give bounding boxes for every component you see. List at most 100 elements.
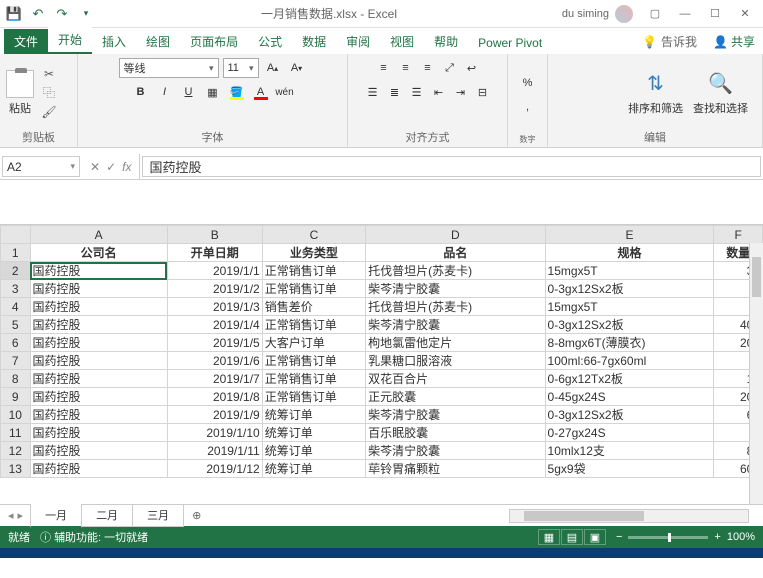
zoom-slider[interactable] — [628, 536, 708, 539]
column-header[interactable]: B — [167, 226, 262, 244]
cell[interactable]: 国药控股 — [30, 262, 167, 280]
cell[interactable]: 国药控股 — [30, 460, 167, 478]
fill-color-button[interactable]: 🪣 — [227, 82, 247, 102]
cell[interactable]: 2019/1/3 — [167, 298, 262, 316]
row-header[interactable]: 11 — [1, 424, 31, 442]
minimize-icon[interactable]: — — [671, 4, 699, 24]
vertical-scrollbar[interactable] — [749, 243, 763, 504]
column-header[interactable]: F — [714, 226, 763, 244]
cell[interactable]: 0-3gx12Sx2板 — [545, 406, 714, 424]
row-header[interactable]: 4 — [1, 298, 31, 316]
decrease-font-icon[interactable]: A▾ — [287, 58, 307, 78]
undo-icon[interactable]: ↶ — [28, 4, 48, 24]
header-cell[interactable]: 规格 — [545, 244, 714, 262]
font-color-button[interactable]: A — [251, 82, 271, 102]
tab-数据[interactable]: 数据 — [292, 29, 336, 54]
cell[interactable]: 大客户订单 — [262, 334, 365, 352]
border-button[interactable]: ▦ — [203, 82, 223, 102]
tab-绘图[interactable]: 绘图 — [136, 29, 180, 54]
cell[interactable]: 8-8mgx6T(薄膜衣) — [545, 334, 714, 352]
cell[interactable]: 0-45gx24S — [545, 388, 714, 406]
font-size-combobox[interactable]: 11▾ — [223, 58, 259, 78]
qat-dropdown-icon[interactable]: ▾ — [76, 4, 96, 24]
tab-插入[interactable]: 插入 — [92, 29, 136, 54]
cell[interactable]: 正常销售订单 — [262, 280, 365, 298]
increase-font-icon[interactable]: A▴ — [263, 58, 283, 78]
cell[interactable]: 2019/1/10 — [167, 424, 262, 442]
horizontal-scrollbar[interactable] — [509, 509, 749, 523]
cell[interactable]: 国药控股 — [30, 298, 167, 316]
add-sheet-icon[interactable]: ⊕ — [184, 509, 209, 522]
close-icon[interactable]: ✕ — [731, 4, 759, 24]
column-header[interactable]: E — [545, 226, 714, 244]
cell[interactable]: 2019/1/9 — [167, 406, 262, 424]
header-cell[interactable]: 开单日期 — [167, 244, 262, 262]
align-right-icon[interactable]: ☰ — [407, 82, 427, 102]
formula-input[interactable]: 国药控股 — [142, 156, 761, 177]
cell[interactable]: 销售差价 — [262, 298, 365, 316]
tab-file[interactable]: 文件 — [4, 29, 48, 54]
column-header[interactable]: C — [262, 226, 365, 244]
header-cell[interactable]: 业务类型 — [262, 244, 365, 262]
paste-button[interactable]: 粘贴 — [6, 70, 34, 116]
tab-页面布局[interactable]: 页面布局 — [180, 29, 248, 54]
format-painter-icon[interactable]: 🖌 — [40, 104, 58, 119]
sheet-tab[interactable]: 三月 — [132, 504, 184, 527]
tell-me[interactable]: 💡 告诉我 — [634, 29, 705, 54]
cell[interactable]: 国药控股 — [30, 424, 167, 442]
sheet-nav-next-icon[interactable]: ▸ — [18, 509, 24, 522]
sheet-tab[interactable]: 一月 — [30, 504, 82, 528]
row-header[interactable]: 9 — [1, 388, 31, 406]
number-format-icon[interactable]: % — [518, 73, 538, 93]
cell[interactable]: 2019/1/4 — [167, 316, 262, 334]
cell[interactable]: 0-3gx12Sx2板 — [545, 316, 714, 334]
cell[interactable]: 托伐普坦片(苏麦卡) — [366, 262, 545, 280]
align-left-icon[interactable]: ☰ — [363, 82, 383, 102]
sort-filter-button[interactable]: ⇅ 排序和筛选 — [628, 70, 683, 116]
cell[interactable]: 0-27gx24S — [545, 424, 714, 442]
save-icon[interactable]: 💾 — [4, 4, 24, 24]
name-box[interactable]: A2▾ — [2, 156, 80, 177]
bold-button[interactable]: B — [131, 82, 151, 102]
cell[interactable]: 双花百合片 — [366, 370, 545, 388]
indent-decrease-icon[interactable]: ⇤ — [429, 82, 449, 102]
page-break-view-icon[interactable]: ▣ — [584, 529, 606, 545]
cell[interactable]: 柴芩清宁胶囊 — [366, 406, 545, 424]
cell[interactable]: 统筹订单 — [262, 406, 365, 424]
row-header[interactable]: 1 — [1, 244, 31, 262]
cell[interactable]: 托伐普坦片(苏麦卡) — [366, 298, 545, 316]
cell[interactable]: 2019/1/6 — [167, 352, 262, 370]
cell[interactable]: 枸地氯雷他定片 — [366, 334, 545, 352]
phonetic-button[interactable]: wén — [275, 82, 295, 102]
cell[interactable]: 2019/1/11 — [167, 442, 262, 460]
accessibility-status[interactable]: ⓘ 辅助功能: 一切就绪 — [40, 529, 148, 545]
tab-审阅[interactable]: 审阅 — [336, 29, 380, 54]
column-header[interactable]: A — [30, 226, 167, 244]
tab-公式[interactable]: 公式 — [248, 29, 292, 54]
row-header[interactable]: 10 — [1, 406, 31, 424]
cell[interactable]: 2019/1/5 — [167, 334, 262, 352]
header-cell[interactable]: 品名 — [366, 244, 545, 262]
cell[interactable]: 乳果糖口服溶液 — [366, 352, 545, 370]
cell[interactable]: 柴芩清宁胶囊 — [366, 280, 545, 298]
italic-button[interactable]: I — [155, 82, 175, 102]
ribbon-options-icon[interactable]: ▢ — [641, 4, 669, 24]
underline-button[interactable]: U — [179, 82, 199, 102]
page-layout-view-icon[interactable]: ▤ — [561, 529, 583, 545]
header-cell[interactable]: 公司名 — [30, 244, 167, 262]
cell[interactable]: 2019/1/8 — [167, 388, 262, 406]
cell[interactable]: 国药控股 — [30, 406, 167, 424]
cell[interactable]: 15mgx5T — [545, 298, 714, 316]
tab-开始[interactable]: 开始 — [48, 27, 92, 54]
cell[interactable]: 国药控股 — [30, 316, 167, 334]
cell[interactable]: 5gx9袋 — [545, 460, 714, 478]
normal-view-icon[interactable]: ▦ — [538, 529, 560, 545]
tab-帮助[interactable]: 帮助 — [424, 29, 468, 54]
cell[interactable]: 正常销售订单 — [262, 262, 365, 280]
align-middle-icon[interactable]: ≡ — [396, 58, 416, 78]
cell[interactable]: 2019/1/1 — [167, 262, 262, 280]
cell[interactable]: 柴芩清宁胶囊 — [366, 316, 545, 334]
zoom-out-icon[interactable]: − — [616, 531, 622, 543]
cell[interactable]: 10mlx12支 — [545, 442, 714, 460]
redo-icon[interactable]: ↷ — [52, 4, 72, 24]
